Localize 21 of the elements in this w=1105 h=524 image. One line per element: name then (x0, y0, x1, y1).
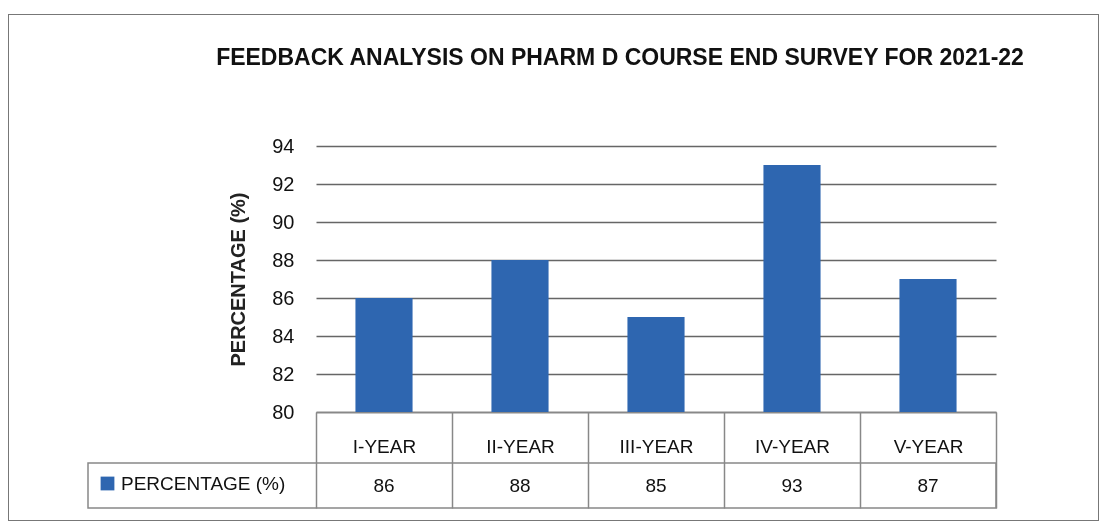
y-tick-label: 82 (272, 362, 295, 385)
y-tick-label: 88 (272, 248, 295, 271)
y-tick-label: 90 (272, 210, 295, 233)
y-axis-title: PERCENTAGE (%) (226, 192, 249, 367)
x-tick-label: III-YEAR (619, 435, 694, 457)
y-tick-label: 94 (272, 134, 295, 157)
data-label: 87 (917, 475, 939, 496)
legend-label: PERCENTAGE (%) (121, 472, 286, 494)
chart-title: FEEDBACK ANALYSIS ON PHARM D COURSE END SURVEY FOR 2021-22 (216, 44, 1024, 70)
data-label: 88 (509, 475, 531, 496)
data-label: 86 (373, 475, 395, 496)
y-tick-label: 92 (272, 172, 295, 195)
x-tick-label: V-YEAR (893, 435, 964, 457)
data-label: 85 (645, 475, 667, 496)
x-tick-label: II-YEAR (486, 435, 555, 457)
y-tick-label: 86 (272, 286, 295, 309)
x-tick-label: IV-YEAR (755, 435, 830, 457)
y-tick-label: 84 (272, 324, 295, 347)
x-tick-label: I-YEAR (352, 435, 417, 457)
y-tick-label: 80 (272, 400, 295, 423)
data-label: 93 (781, 475, 803, 496)
